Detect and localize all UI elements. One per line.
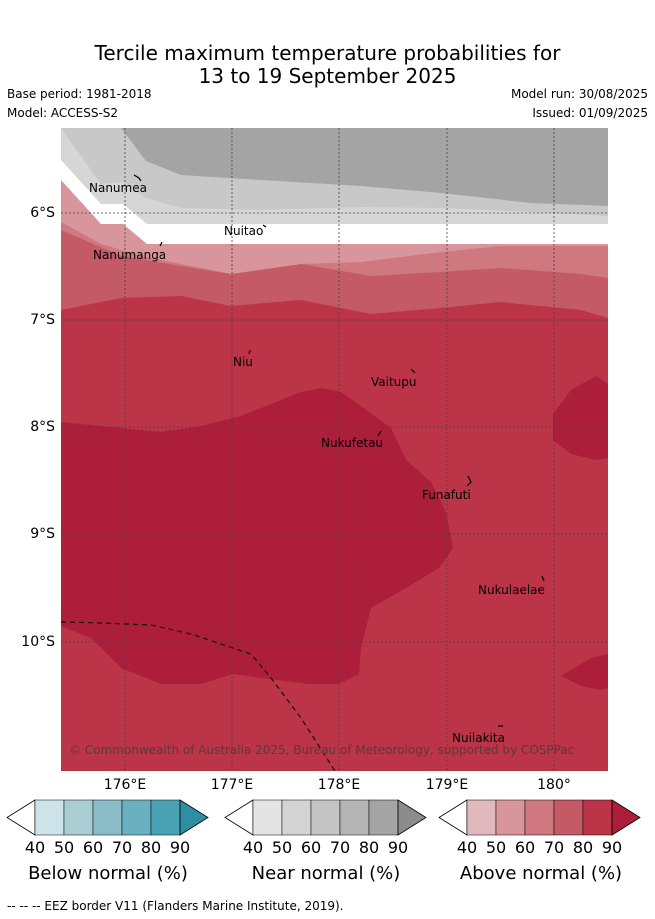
lat-label-7s: 7°S	[30, 312, 55, 328]
colorbar-segment	[281, 799, 312, 836]
islands	[133, 174, 545, 727]
lon-label-177: 177°E	[210, 777, 254, 793]
colorbar-segment	[121, 799, 152, 836]
colorbar-tick-label: 60	[82, 838, 104, 857]
above-normal-90-southeast-patch	[561, 654, 608, 690]
colorbar-segment	[368, 799, 399, 836]
colorbar-segment	[524, 799, 555, 836]
near-normal-low-region	[61, 128, 608, 224]
colorbar-segment	[34, 799, 65, 836]
lon-label-180: 180°	[537, 777, 571, 793]
place-nukufetau: Nukufetau	[321, 436, 383, 450]
above-normal-colorbar	[438, 799, 641, 836]
colorbar-max-extension	[179, 799, 209, 836]
near-normal-title: Near normal (%)	[251, 863, 401, 884]
place-nukulaelae: Nukulaelae	[478, 583, 545, 597]
colorbar-tick-label: 50	[53, 838, 75, 857]
colorbar-tick-label: 40	[24, 838, 46, 857]
below-normal-title: Below normal (%)	[28, 863, 188, 884]
colorbar-tick-label: 70	[329, 838, 351, 857]
above-normal-title: Above normal (%)	[459, 863, 623, 884]
chart-title-line-1: Tercile maximum temperature probabilitie…	[94, 41, 561, 65]
above-normal-90-east-patch	[553, 376, 608, 460]
colorbar-segment	[582, 799, 613, 836]
lon-label-176: 176°E	[103, 777, 147, 793]
below-normal-colorbar	[6, 799, 209, 836]
colorbar-segment	[63, 799, 94, 836]
colorbar-tick-label: 70	[111, 838, 133, 857]
chart-title-line-2: 13 to 19 September 2025	[198, 64, 457, 88]
colorbar-tick-label: 50	[485, 838, 507, 857]
colorbar-tick-label: 50	[271, 838, 293, 857]
colorbar-tick-label: 40	[242, 838, 264, 857]
place-vaitupu: Vaitupu	[371, 375, 417, 389]
issued-date: Issued: 01/09/2025	[532, 106, 648, 120]
lat-label-10s: 10°S	[21, 634, 55, 650]
lat-label-6s: 6°S	[30, 205, 55, 221]
colorbar-segment	[252, 799, 283, 836]
place-funafuti: Funafuti	[422, 488, 471, 502]
colorbar-max-extension	[397, 799, 427, 836]
no-data-gap	[61, 128, 608, 244]
above-normal-50-region	[61, 180, 608, 274]
place-nanumea: Nanumea	[89, 181, 147, 195]
colorbar-segment	[339, 799, 370, 836]
model-name: Model: ACCESS-S2	[7, 106, 119, 120]
lon-label-179: 179°E	[425, 777, 469, 793]
place-niu: Niu	[233, 355, 253, 369]
map-credit: © Commonwealth of Australia 2025, Bureau…	[69, 743, 574, 757]
above-normal-90-core	[61, 388, 453, 684]
colorbar-segment	[553, 799, 584, 836]
colorbar-tick-label: 80	[358, 838, 380, 857]
colorbar-min-extension	[224, 799, 254, 836]
colorbar-tick-label: 60	[300, 838, 322, 857]
near-normal-colorbar	[224, 799, 427, 836]
colorbar-segment	[150, 799, 181, 836]
near-normal-high-region	[121, 128, 608, 206]
graticule	[61, 128, 608, 771]
lat-label-8s: 8°S	[30, 419, 55, 435]
place-nuitao: Nuitao	[224, 224, 263, 238]
place-nanumanga: Nanumanga	[93, 248, 166, 262]
colorbar-segment	[310, 799, 341, 836]
colorbar-tick-label: 80	[140, 838, 162, 857]
base-period: Base period: 1981-2018	[7, 87, 152, 101]
colorbar-segment	[495, 799, 526, 836]
colorbar-min-extension	[438, 799, 468, 836]
eez-border	[61, 621, 336, 771]
colorbar-tick-label: 70	[543, 838, 565, 857]
colorbar-tick-label: 60	[514, 838, 536, 857]
colorbar-tick-label: 90	[601, 838, 623, 857]
model-run: Model run: 30/08/2025	[510, 87, 648, 101]
lon-label-178: 178°E	[317, 777, 361, 793]
colorbar-tick-label: 80	[572, 838, 594, 857]
lat-label-9s: 9°S	[30, 526, 55, 542]
place-nuilakita: Nuilakita	[452, 731, 505, 745]
colorbar-max-extension	[611, 799, 641, 836]
colorbar-tick-label: 90	[169, 838, 191, 857]
colorbar-segment	[466, 799, 497, 836]
colorbar-tick-label: 90	[387, 838, 409, 857]
colorbar-segment	[92, 799, 123, 836]
eez-legend-note: -- -- -- EEZ border V11 (Flanders Marine…	[7, 899, 344, 913]
probability-map: Nanumea Nanumanga Nuitao Niu Vaitupu Nuk…	[61, 128, 608, 771]
colorbar-min-extension	[6, 799, 36, 836]
colorbar-tick-label: 40	[456, 838, 478, 857]
